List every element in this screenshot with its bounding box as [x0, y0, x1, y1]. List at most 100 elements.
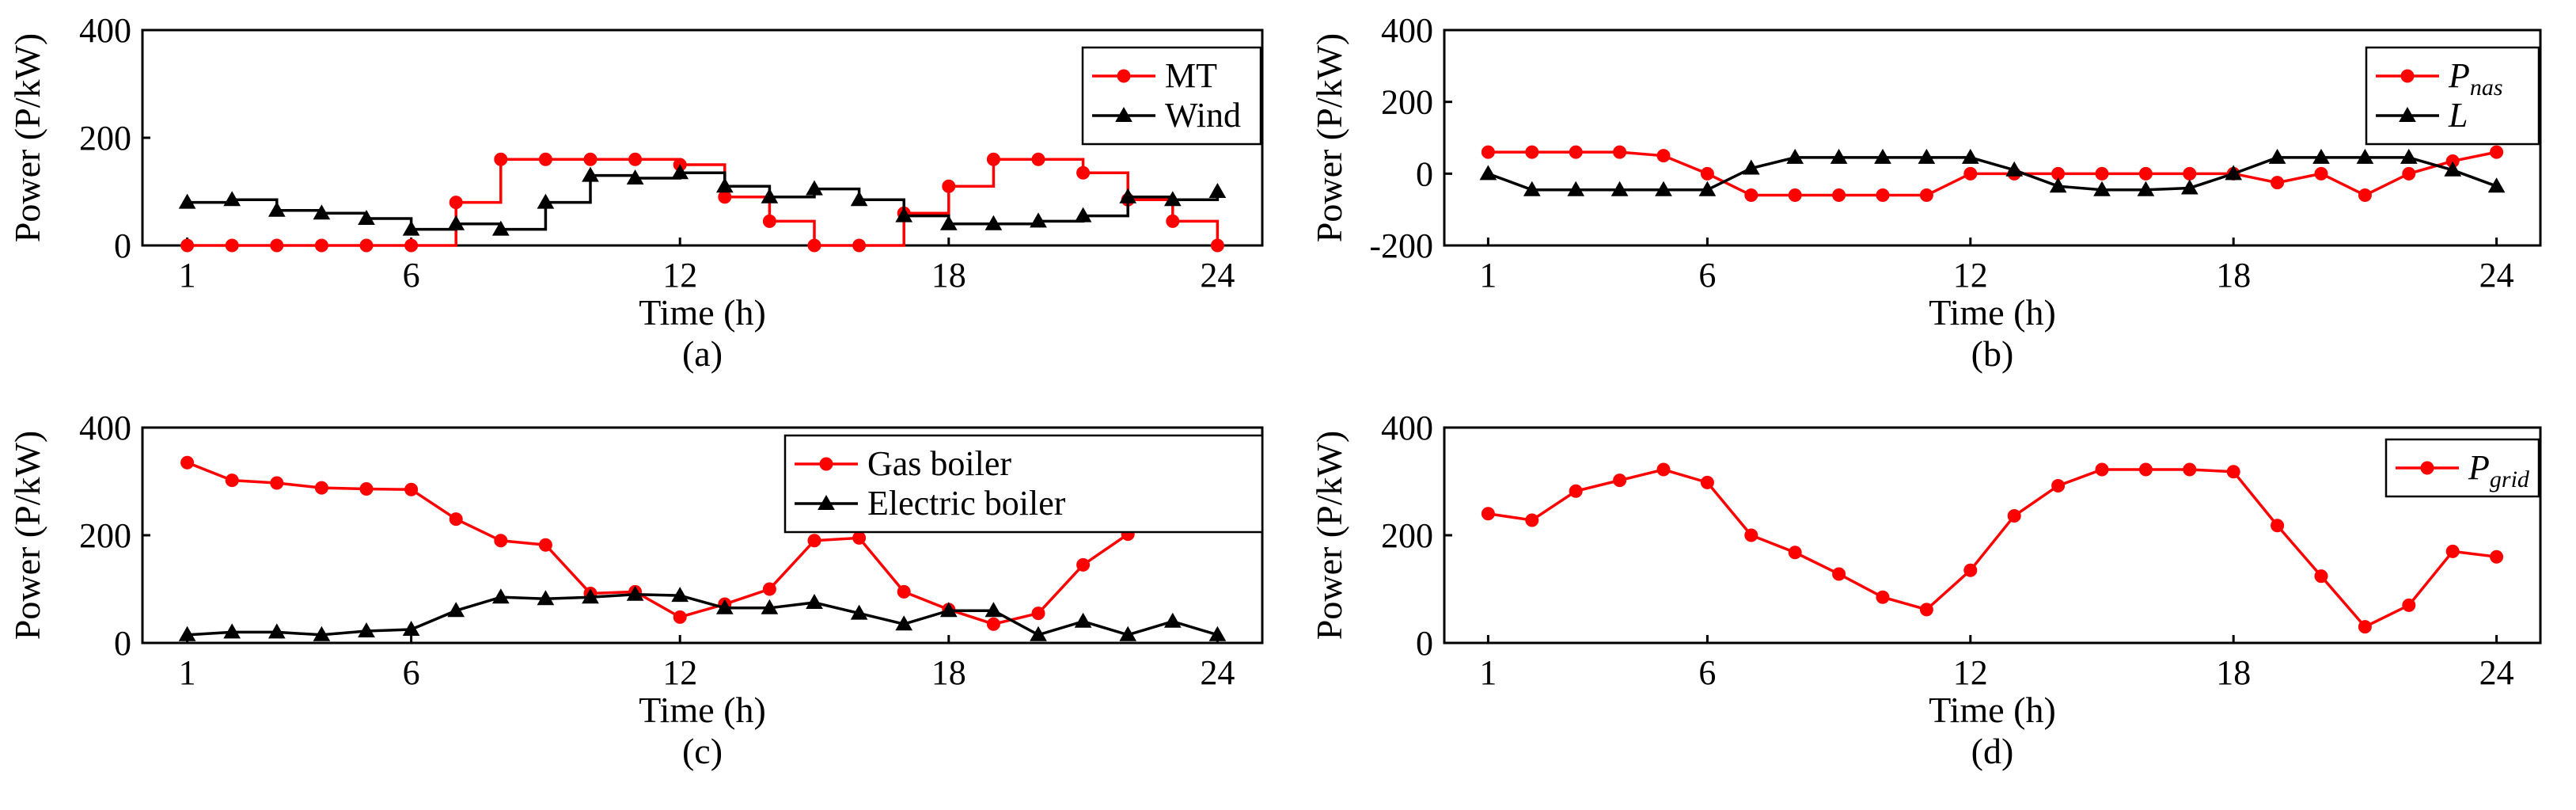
y-tick-label-c-200: 200: [79, 516, 131, 555]
legend-label-c-2: Electric boiler: [867, 484, 1066, 523]
series-line-c-1: [186, 461, 1219, 626]
y-tick-label-b-400: 400: [1381, 11, 1433, 50]
data-point-b-s0-9: [1832, 188, 1846, 203]
data-point-a-s0-8: [494, 152, 508, 166]
data-point-c-s1-18: [939, 602, 958, 618]
data-point-d-s0-15: [2095, 462, 2109, 477]
data-point-b-s1-17: [2180, 179, 2199, 195]
y-tick-label-b-200: 200: [1381, 83, 1433, 122]
data-point-a-s0-4: [314, 238, 328, 253]
chart-panel-a: 1 6 12 18 24 0 200 400 Time (h) Power (P/kW) (a) MT…: [7, 11, 1264, 374]
data-point-c-s0-4: [314, 481, 328, 495]
data-point-c-s1-20: [1030, 626, 1047, 641]
data-point-b-s1-15: [2093, 181, 2111, 196]
data-point-b-s1-7: [1742, 159, 1760, 175]
data-point-d-s0-11: [1919, 603, 1933, 617]
data-point-c-s1-9: [537, 590, 555, 606]
data-point-c-s0-20: [1031, 607, 1045, 621]
data-point-b-s1-18: [2225, 165, 2243, 181]
data-point-c-s1-8: [491, 588, 510, 604]
data-point-c-s0-19: [986, 617, 1000, 631]
data-point-d-s0-4: [1613, 473, 1627, 488]
x-tick-label-a-12: 12: [662, 256, 697, 295]
data-point-c-s1-24: [1208, 626, 1227, 641]
data-point-d-s0-17: [2183, 462, 2197, 477]
x-tick-label-b-12: 12: [1953, 256, 1988, 295]
legend-box-a: [1081, 46, 1262, 146]
data-point-d-s0-21: [2358, 620, 2372, 634]
data-point-a-s0-11: [628, 152, 643, 166]
data-point-c-s0-5: [359, 482, 374, 496]
data-point-b-s0-3: [1569, 145, 1583, 159]
x-tick-label-d-18: 18: [2216, 653, 2251, 692]
data-point-b-s0-6: [1700, 166, 1714, 181]
data-point-d-s0-14: [2051, 478, 2066, 492]
data-point-b-s0-4: [1613, 145, 1627, 159]
data-point-b-s0-20: [2314, 166, 2328, 181]
panel-caption-c: (c): [682, 731, 723, 771]
data-point-c-s1-23: [1163, 612, 1182, 628]
data-point-a-s0-2: [225, 238, 239, 253]
panel-caption-d: (d): [1971, 731, 2014, 771]
data-point-b-s1-9: [1830, 148, 1848, 164]
data-point-c-s0-9: [538, 538, 552, 552]
plot-frame-d: [1443, 426, 2542, 645]
data-point-a-s1-7: [447, 215, 465, 230]
plot-frame-b: [1443, 29, 2542, 247]
data-point-d-s0-13: [2007, 509, 2021, 523]
data-point-c-s1-17: [895, 615, 913, 631]
data-point-d-s0-22: [2402, 598, 2416, 612]
data-point-b-s0-21: [2358, 188, 2372, 203]
data-point-c-s0-15: [807, 534, 821, 548]
data-point-d-s0-9: [1832, 567, 1846, 581]
legend-label-b-1: Pnas: [2448, 56, 2503, 101]
data-point-a-s0-16: [852, 238, 867, 253]
data-point-a-legend-s0-1: [1117, 69, 1131, 83]
data-point-b-s1-11: [1918, 148, 1936, 164]
series-line-b-2: [1487, 156, 2498, 192]
data-point-a-s1-2: [223, 191, 241, 207]
data-point-a-s1-14: [761, 188, 779, 203]
y-tick-label-a-400: 400: [79, 11, 131, 50]
data-point-b-legend-s1-1: [2399, 106, 2416, 122]
x-tick-label-a-6: 6: [403, 256, 420, 295]
data-point-b-s0-1: [1481, 145, 1495, 159]
x-tick-label-d-12: 12: [1953, 653, 1988, 692]
data-point-a-s0-18: [942, 179, 956, 193]
x-tick-label-a-18: 18: [931, 256, 966, 295]
data-point-c-s0-16: [852, 530, 867, 545]
panel-caption-b: (b): [1971, 333, 2014, 374]
data-point-b-s0-15: [2095, 166, 2109, 181]
data-point-b-s1-4: [1610, 181, 1629, 196]
data-point-b-s1-23: [2444, 161, 2462, 177]
chart-panel-b: 1 6 12 18 24 -200 0 200 400 Time (h) Power (P/kW) (…: [1309, 11, 2542, 374]
legend-label-a-1: MT: [1165, 56, 1217, 95]
data-point-a-s1-19: [984, 215, 1003, 230]
series-line-d-1: [1488, 468, 2497, 629]
legend-label-d-1: Pgrid: [2468, 448, 2530, 492]
data-point-b-s1-2: [1523, 181, 1541, 196]
data-point-b-s0-2: [1525, 145, 1539, 159]
data-point-b-s0-16: [2138, 166, 2153, 181]
series-line-c-2: [187, 593, 1218, 637]
data-point-a-s0-5: [359, 238, 374, 253]
data-point-d-legend-s0-1: [2420, 461, 2434, 475]
data-point-a-s1-15: [806, 180, 823, 196]
x-tick-label-b-24: 24: [2479, 256, 2514, 295]
data-point-b-s0-7: [1744, 188, 1758, 203]
x-axis-label-d: Time (h): [1929, 690, 2056, 730]
y-axis-label-c: Power (P/kW): [7, 431, 47, 640]
x-tick-label-d-6: 6: [1698, 653, 1716, 692]
data-point-a-s0-14: [762, 214, 776, 228]
y-tick-label-a-0: 0: [114, 226, 131, 265]
data-point-b-s0-8: [1788, 188, 1802, 203]
data-point-a-s1-18: [939, 215, 958, 230]
chart-panel-c: 1 6 12 18 24 0 200 400 Time (h) Power (P/kW) (c) Ga…: [7, 409, 1264, 771]
data-point-d-s0-12: [1963, 563, 1978, 577]
data-point-a-s1-6: [402, 220, 420, 236]
y-tick-label-c-0: 0: [114, 624, 131, 663]
data-point-b-s1-8: [1786, 148, 1804, 164]
data-point-c-s1-10: [582, 588, 599, 604]
